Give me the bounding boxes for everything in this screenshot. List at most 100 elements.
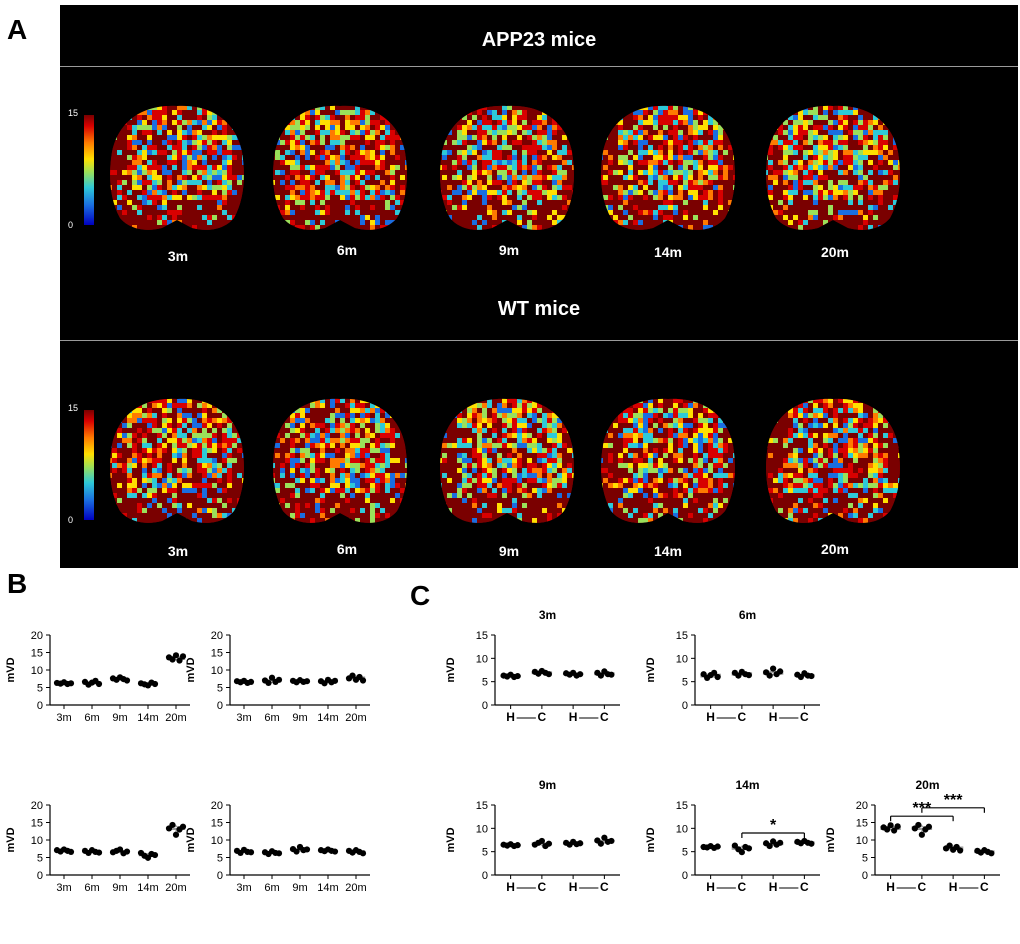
data-point xyxy=(303,678,311,685)
y-axis-label: mVD xyxy=(5,657,17,682)
brain-map-app23-9m xyxy=(440,105,574,230)
x-tick-label: C xyxy=(600,880,609,894)
y-tick-label: 15 xyxy=(676,800,688,812)
panel-label-c: C xyxy=(410,580,431,611)
group-title-wt: WT mice xyxy=(497,298,581,320)
y-tick-label: 10 xyxy=(856,835,868,847)
y-axis-label: mVD xyxy=(445,657,457,682)
data-point xyxy=(745,672,752,679)
age-label: 14m xyxy=(653,244,683,260)
x-tick-label: H xyxy=(706,710,715,724)
data-point xyxy=(247,849,255,856)
sig-label: * xyxy=(770,817,777,834)
x-tick-label: C xyxy=(738,710,747,724)
y-tick-label: 10 xyxy=(31,835,43,847)
age-label: 6m xyxy=(336,242,358,258)
plot-b-wt-h: 05101520mVD3m6m9m14m20mWT:H xyxy=(185,630,370,724)
plot-title: 20m xyxy=(915,778,939,792)
y-tick-label: 5 xyxy=(682,677,688,689)
data-point xyxy=(597,840,604,847)
data-point xyxy=(349,672,356,679)
data-point xyxy=(988,850,995,857)
colorbar-max-label: 15 xyxy=(68,108,79,118)
data-point xyxy=(887,822,894,829)
y-tick-label: 20 xyxy=(31,800,43,812)
y-tick-label: 5 xyxy=(37,853,43,865)
plot-c-20m: 20m05101520mVDHCHCAPP23WT****** xyxy=(825,778,1000,894)
y-tick-label: 0 xyxy=(217,870,223,882)
data-point xyxy=(172,652,180,659)
y-tick-label: 0 xyxy=(37,700,43,712)
y-tick-label: 20 xyxy=(211,630,223,642)
x-tick-label: 3m xyxy=(236,712,251,724)
y-axis-label: mVD xyxy=(185,827,197,852)
data-point xyxy=(597,672,604,679)
x-tick-label: 9m xyxy=(112,712,127,724)
colorbar-min-label: 0 xyxy=(68,515,74,525)
x-tick-label: H xyxy=(886,880,895,894)
data-point xyxy=(359,850,367,857)
x-tick-label: H xyxy=(769,710,778,724)
data-point xyxy=(608,837,615,845)
y-tick-label: 10 xyxy=(211,665,223,677)
plot-b-app23-c: 05101520mVD3m6m9m14m20mAPP23:C xyxy=(5,800,190,894)
data-point xyxy=(293,848,300,855)
y-tick-label: 10 xyxy=(676,823,688,835)
x-tick-label: 3m xyxy=(236,882,251,894)
x-tick-label: 6m xyxy=(84,712,99,724)
x-tick-label: 9m xyxy=(292,882,307,894)
brain-map-wt-6m xyxy=(273,398,407,523)
x-tick-label: 20m xyxy=(345,712,366,724)
x-tick-label: 20m xyxy=(165,882,186,894)
x-tick-label: 20m xyxy=(345,882,366,894)
data-point xyxy=(172,831,180,838)
plot-title: 6m xyxy=(739,608,756,622)
data-point xyxy=(545,840,552,847)
plot-c-3m: 3m051015mVDHCHCAPP23WT xyxy=(445,608,620,724)
plot-b-app23-h: 05101520mVD3m6m9m14m20mAPP23:H xyxy=(5,630,190,724)
data-point xyxy=(538,837,545,845)
age-label: 20m xyxy=(820,541,850,557)
x-tick-label: 6m xyxy=(264,882,279,894)
y-axis-label: mVD xyxy=(5,827,17,852)
x-tick-label: 14m xyxy=(317,712,338,724)
y-tick-label: 0 xyxy=(682,870,688,882)
y-tick-label: 20 xyxy=(211,800,223,812)
x-tick-label: 3m xyxy=(56,712,71,724)
brain-map-wt-3m xyxy=(110,398,244,523)
y-tick-label: 5 xyxy=(37,683,43,695)
y-tick-label: 15 xyxy=(856,818,868,830)
x-tick-label: 14m xyxy=(137,712,158,724)
y-tick-label: 15 xyxy=(476,800,488,812)
group-separator xyxy=(60,66,1018,67)
plot-b-wt-c: 05101520mVD3m6m9m14m20mWT:C xyxy=(185,800,370,894)
plot-c-9m: 9m051015mVDHCHCAPP23WT xyxy=(445,778,620,894)
colorbar-wt xyxy=(84,410,94,520)
data-point xyxy=(891,827,898,834)
panel-a-brain-maps: APP23 mice WT mice 15 0 15 0 3m 6m 9m 14… xyxy=(60,5,1018,568)
y-tick-label: 20 xyxy=(856,800,868,812)
y-axis-label: mVD xyxy=(645,827,657,852)
data-point xyxy=(808,840,815,847)
x-tick-label: 3m xyxy=(56,882,71,894)
data-point xyxy=(608,671,615,678)
x-tick-label: C xyxy=(800,880,809,894)
age-label: 14m xyxy=(653,543,683,559)
data-point xyxy=(766,842,773,850)
age-label: 3m xyxy=(167,248,189,264)
data-point xyxy=(67,848,75,855)
brain-map-wt-20m xyxy=(766,398,900,523)
data-point xyxy=(714,673,721,681)
y-tick-label: 10 xyxy=(476,653,488,665)
y-tick-label: 10 xyxy=(676,653,688,665)
data-point xyxy=(514,672,521,680)
plot-title: 14m xyxy=(735,778,759,792)
brain-map-wt-9m xyxy=(440,398,574,523)
data-point xyxy=(265,679,272,687)
data-point xyxy=(359,677,367,684)
y-tick-label: 15 xyxy=(211,648,223,660)
y-tick-label: 10 xyxy=(31,665,43,677)
x-tick-label: H xyxy=(949,880,958,894)
y-axis-label: mVD xyxy=(445,827,457,852)
data-point xyxy=(714,843,721,850)
